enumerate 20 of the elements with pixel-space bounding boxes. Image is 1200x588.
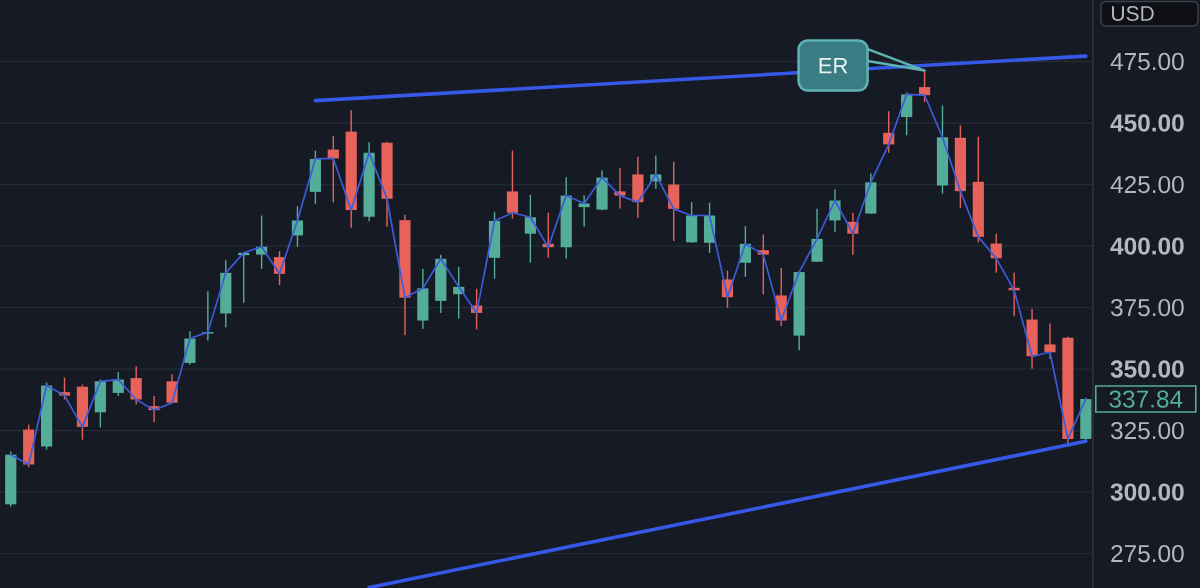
annotation: ER [819, 58, 848, 74]
candlestick [1044, 322, 1056, 360]
y-tick-label: 275.00 [1111, 544, 1184, 563]
candlestick [130, 365, 142, 406]
y-axis-title: USD [1112, 6, 1154, 21]
y-tick-label: 400.00 [1110, 237, 1184, 255]
y-tick-label: 425.00 [1110, 175, 1184, 194]
text: 337.84 [1109, 390, 1183, 408]
candlestick [918, 69, 931, 103]
y-tick-label: 325.00 [1110, 421, 1184, 440]
y-tick-label: 350.00 [1110, 360, 1184, 378]
y-tick-label: 450.00 [1110, 114, 1184, 132]
y-tick-label: 475.00 [1110, 52, 1184, 71]
candlestick [811, 208, 823, 263]
candlestick [578, 194, 590, 228]
y-tick-label: 300.00 [1110, 483, 1184, 501]
y-tick-label: 375.00 [1110, 298, 1184, 317]
candlestick [614, 167, 626, 210]
candlestick [524, 194, 536, 264]
candlestick [506, 149, 519, 220]
